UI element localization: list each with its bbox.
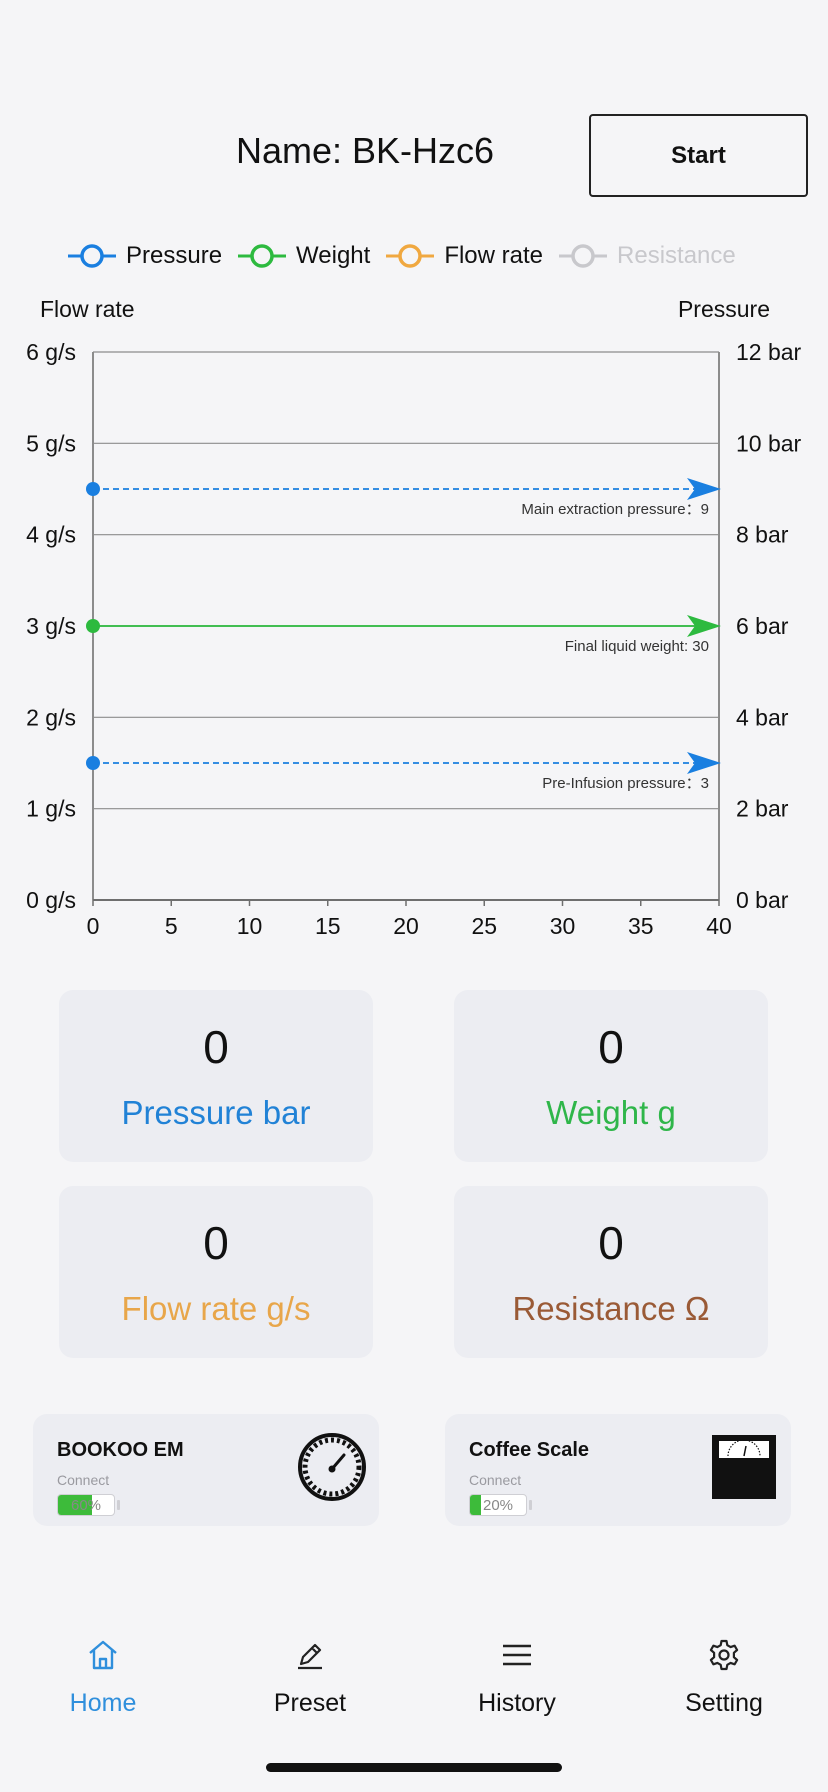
legend-label-weight: Weight xyxy=(296,242,371,269)
bottom-navigation: Home Preset History Setting xyxy=(0,1620,828,1730)
weight-label: Weight g xyxy=(546,1094,676,1131)
legend-label-flow-rate: Flow rate xyxy=(444,242,544,269)
legend-marker-weight xyxy=(238,244,287,268)
reference-line-start-point xyxy=(86,482,100,496)
device-name-title: Name: BK-Hzc6 xyxy=(235,130,495,171)
resistance-label: Resistance Ω xyxy=(512,1290,710,1327)
reference-line-label: Final liquid weight: 30 xyxy=(565,638,709,655)
battery-indicator: 60% xyxy=(57,1494,115,1516)
legend-item-weight[interactable]: Weight xyxy=(236,241,370,271)
x-tick-label: 5 xyxy=(165,913,178,939)
reference-line-start-point xyxy=(86,756,100,770)
battery-text: 60% xyxy=(70,1497,102,1514)
nav-label-home: Home xyxy=(69,1689,137,1717)
x-tick-label: 25 xyxy=(471,913,497,939)
nav-label-history: History xyxy=(478,1689,556,1717)
y-right-tick-label: 12 bar xyxy=(736,339,802,365)
legend-marker-flow-rate xyxy=(386,244,435,268)
battery-nub xyxy=(117,1500,120,1510)
y-right-tick-label: 0 bar xyxy=(736,887,789,913)
y-right-tick-label: 10 bar xyxy=(736,430,802,456)
pressure-card: 0 Pressure bar xyxy=(59,990,373,1162)
battery-fill xyxy=(58,1495,92,1515)
device-card-bookoo-em[interactable]: BOOKOO EM Connect 60% xyxy=(33,1414,379,1526)
device-status: Connect xyxy=(469,1472,522,1488)
nav-preset[interactable]: Preset xyxy=(230,1638,390,1718)
y-left-tick-label: 3 g/s xyxy=(26,613,76,639)
y-right-tick-label: 2 bar xyxy=(736,796,789,822)
y-right-tick-label: 8 bar xyxy=(736,522,789,548)
battery-text: 20% xyxy=(482,1497,514,1514)
weight-card: 0 Weight g xyxy=(454,990,768,1162)
weight-value: 0 xyxy=(598,1021,624,1073)
right-axis-title: Pressure xyxy=(677,296,770,322)
pressure-label: Pressure bar xyxy=(121,1094,311,1131)
resistance-card: 0 Resistance Ω xyxy=(454,1186,768,1358)
flow-rate-card: 0 Flow rate g/s xyxy=(59,1186,373,1358)
legend-label-pressure: Pressure xyxy=(126,242,223,269)
flow-rate-value: 0 xyxy=(203,1217,229,1269)
reference-line-start-point xyxy=(86,619,100,633)
nav-label-preset: Preset xyxy=(273,1689,347,1717)
reference-line-arrow xyxy=(687,752,721,774)
y-left-tick-label: 2 g/s xyxy=(26,704,76,730)
y-left-tick-label: 4 g/s xyxy=(26,522,76,548)
chart-legend: Pressure Weight Flow rate Resistance xyxy=(66,236,750,276)
x-tick-label: 40 xyxy=(706,913,732,939)
legend-item-flow-rate[interactable]: Flow rate xyxy=(384,241,543,271)
device-name: BOOKOO EM xyxy=(57,1439,184,1461)
pressure-gauge-icon xyxy=(298,1433,366,1501)
nav-home[interactable]: Home xyxy=(23,1638,183,1718)
x-tick-label: 20 xyxy=(393,913,419,939)
gear-icon xyxy=(709,1639,739,1671)
pencil-icon xyxy=(298,1643,322,1670)
x-tick-label: 35 xyxy=(628,913,654,939)
legend-item-pressure[interactable]: Pressure xyxy=(66,241,222,271)
start-button[interactable]: Start xyxy=(589,114,808,197)
nav-history[interactable]: History xyxy=(437,1638,597,1718)
y-left-tick-label: 0 g/s xyxy=(26,887,76,913)
legend-marker-resistance xyxy=(559,244,608,268)
reference-line-arrow xyxy=(687,478,721,500)
x-tick-label: 0 xyxy=(87,913,100,939)
device-name: Coffee Scale xyxy=(469,1439,590,1461)
scale-icon xyxy=(712,1435,776,1499)
y-left-tick-label: 1 g/s xyxy=(26,796,76,822)
nav-setting[interactable]: Setting xyxy=(644,1638,804,1718)
y-right-tick-label: 6 bar xyxy=(736,613,789,639)
reference-line-arrow xyxy=(687,615,721,637)
flow-rate-label: Flow rate g/s xyxy=(121,1290,311,1327)
menu-lines-icon xyxy=(503,1644,531,1666)
x-tick-label: 30 xyxy=(550,913,576,939)
x-tick-label: 10 xyxy=(237,913,263,939)
device-status: Connect xyxy=(57,1472,110,1488)
nav-label-setting: Setting xyxy=(685,1689,763,1717)
battery-nub xyxy=(529,1500,532,1510)
pressure-value: 0 xyxy=(203,1021,229,1073)
reference-line-label: Main extraction pressure：9 xyxy=(521,501,709,518)
home-icon xyxy=(89,1640,117,1670)
home-indicator xyxy=(266,1763,562,1772)
pressure-weight-chart: 0 5 10 15 20 25 30 35 40 0 g/s 1 g/s 2 g/s 3 g/s 4 g/… xyxy=(26,339,802,939)
battery-fill xyxy=(470,1495,482,1515)
device-card-coffee-scale[interactable]: Coffee Scale Connect 20% xyxy=(445,1414,791,1526)
left-axis-title: Flow rate xyxy=(40,296,135,322)
x-tick-label: 15 xyxy=(315,913,341,939)
y-left-tick-label: 5 g/s xyxy=(26,430,76,456)
resistance-value: 0 xyxy=(598,1217,624,1269)
y-right-tick-label: 4 bar xyxy=(736,704,789,730)
battery-indicator: 20% xyxy=(469,1494,527,1516)
legend-item-resistance[interactable]: Resistance xyxy=(557,241,736,271)
legend-label-resistance: Resistance xyxy=(617,242,736,269)
reference-line-label: Pre-Infusion pressure：3 xyxy=(542,775,709,792)
y-left-tick-label: 6 g/s xyxy=(26,339,76,365)
legend-marker-pressure xyxy=(68,244,116,268)
